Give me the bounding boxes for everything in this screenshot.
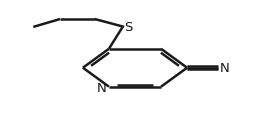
Text: N: N — [220, 62, 229, 75]
Text: N: N — [97, 81, 106, 94]
Text: S: S — [124, 21, 132, 34]
